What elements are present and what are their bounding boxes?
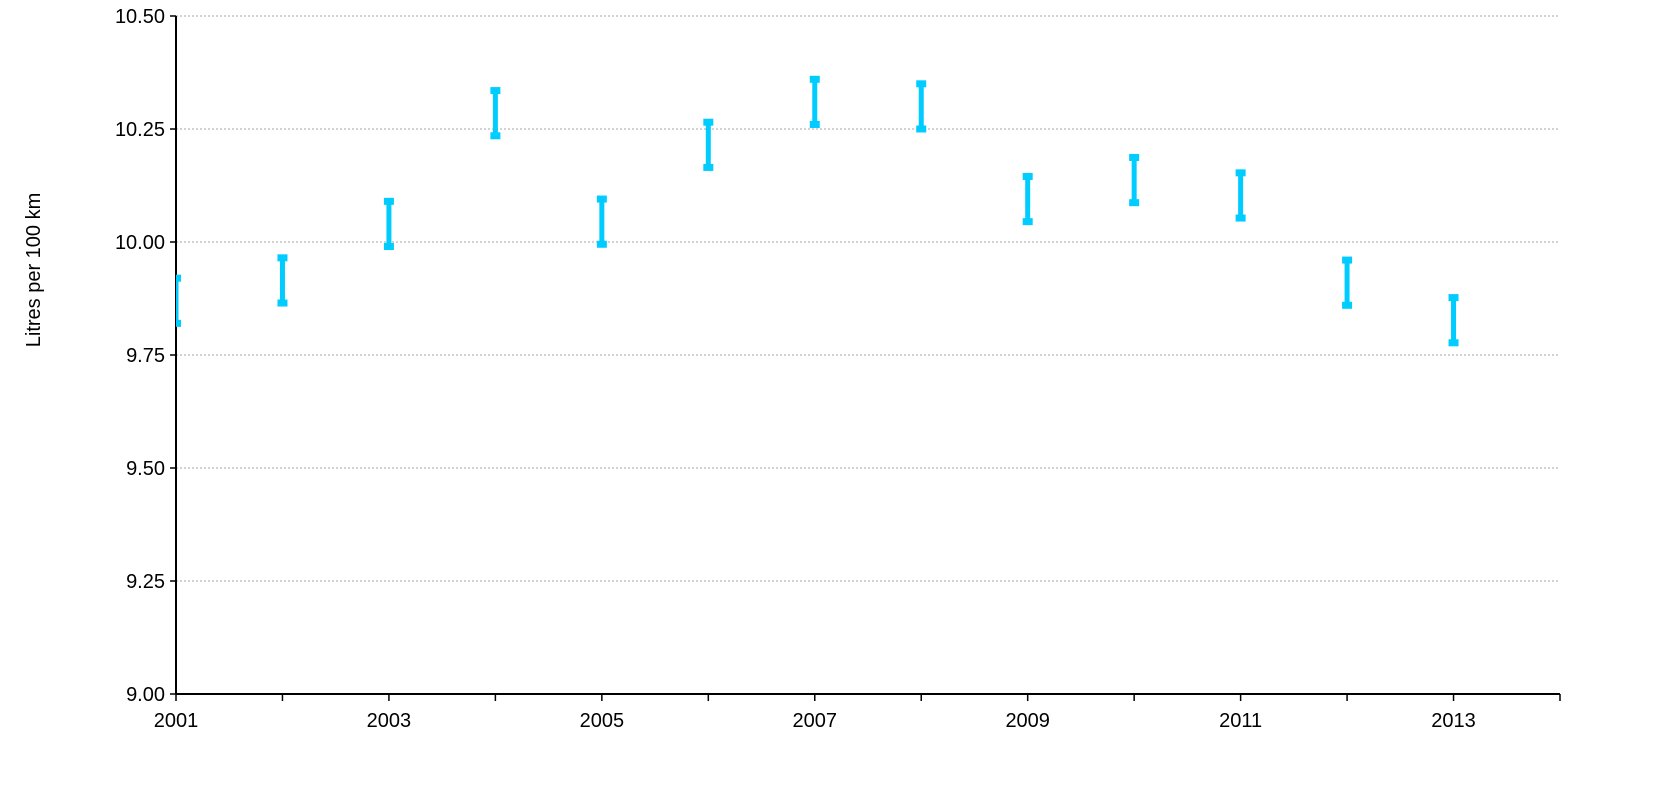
- error-bar-cap-low: [383, 243, 394, 251]
- error-bar-cap-low: [176, 319, 181, 327]
- y-tick-label: 9.00: [126, 684, 165, 706]
- x-tick-label: 2007: [793, 710, 838, 732]
- error-bar-cap-high: [809, 75, 820, 83]
- error-bar: [916, 80, 927, 133]
- error-bars: [176, 75, 1459, 347]
- error-bar: [1448, 294, 1459, 347]
- x-tick-label: 2011: [1219, 710, 1262, 732]
- error-bar-cap-low: [277, 299, 288, 307]
- error-bar: [703, 118, 714, 171]
- error-bar: [277, 254, 288, 307]
- error-bar-cap-high: [596, 195, 607, 203]
- y-tick-label: 9.25: [126, 571, 165, 593]
- error-bar-cap-high: [383, 197, 394, 205]
- y-tick-label: 10.50: [115, 6, 165, 28]
- error-bar-cap-high: [176, 274, 181, 282]
- error-bar-cap-low: [1342, 301, 1353, 309]
- error-bar: [383, 197, 394, 251]
- error-bar-cap-high: [1129, 153, 1140, 161]
- error-bar: [596, 195, 607, 248]
- y-tick-label: 9.75: [126, 345, 165, 367]
- error-bar-cap-low: [1129, 199, 1140, 207]
- error-bar-cap-high: [916, 80, 927, 88]
- error-bar: [490, 87, 501, 140]
- x-tick-label: 2001: [154, 710, 199, 732]
- x-tick-label: 2005: [580, 710, 625, 732]
- x-tick-label: 2013: [1431, 710, 1476, 732]
- error-bar-cap-low: [596, 240, 607, 248]
- error-bar: [1129, 153, 1140, 207]
- error-bar: [176, 274, 181, 327]
- error-bar-cap-high: [1235, 169, 1246, 177]
- tick-labels: 9.00 9.25 9.50 9.75 10.00 10.25 10.50 2001 2003 2…: [115, 6, 1476, 732]
- error-bar-cap-high: [1342, 256, 1353, 264]
- error-bar-cap-low: [809, 120, 820, 128]
- axes: [170, 15, 1561, 701]
- y-tick-label: 10.25: [115, 119, 165, 141]
- error-bar-cap-low: [703, 163, 714, 171]
- y-axis-title: Litres per 100 km: [23, 193, 45, 348]
- error-bar: [1235, 169, 1246, 222]
- error-bar: [1022, 172, 1033, 226]
- error-bar-cap-low: [1448, 339, 1459, 347]
- error-bar: [1342, 256, 1353, 309]
- error-bar-cap-low: [490, 132, 501, 140]
- error-bar-cap-high: [703, 118, 714, 126]
- error-bar-cap-high: [490, 87, 501, 95]
- x-tick-label: 2009: [1005, 710, 1050, 732]
- error-bar-cap-low: [1235, 214, 1246, 222]
- error-bar-cap-high: [277, 254, 288, 262]
- error-bar-cap-low: [916, 125, 927, 133]
- error-bar-cap-high: [1448, 294, 1459, 302]
- error-bar: [809, 75, 820, 128]
- x-tick-label: 2003: [367, 710, 412, 732]
- y-tick-label: 10.00: [115, 232, 165, 254]
- gridlines: [176, 15, 1560, 582]
- y-tick-label: 9.50: [126, 458, 165, 480]
- error-bar-cap-high: [1022, 172, 1033, 180]
- error-bar-cap-low: [1022, 218, 1033, 226]
